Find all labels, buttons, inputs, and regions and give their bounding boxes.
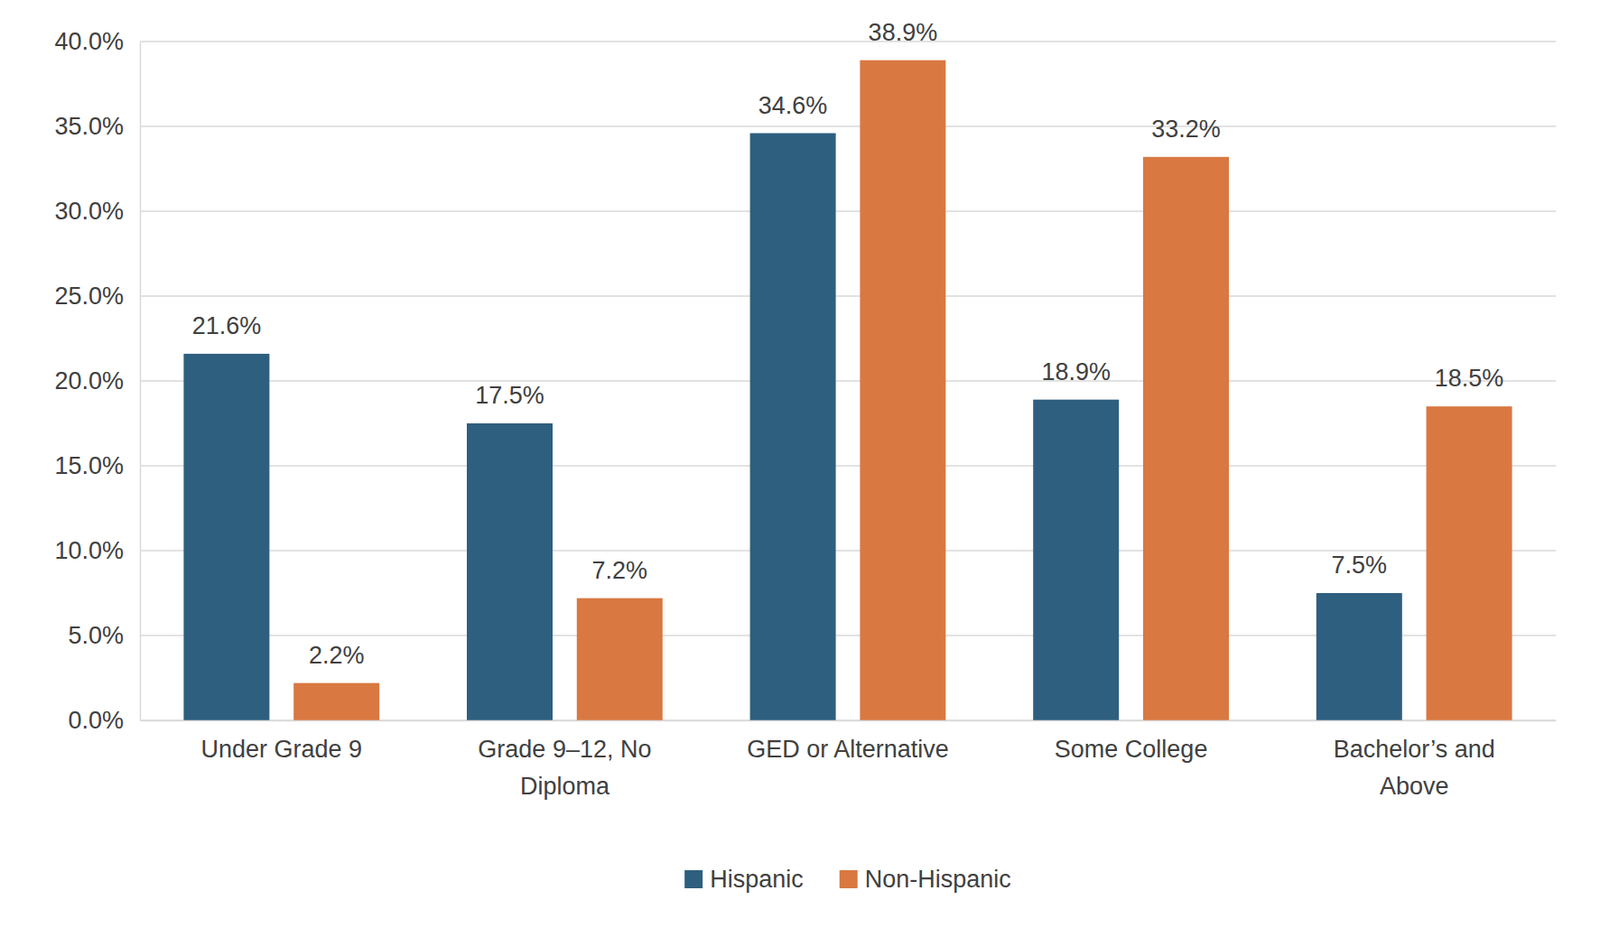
chart: 0.0% 5.0% 10.0% 15.0% 20.0% 25.0% 30.0% 35.0% 40…	[0, 0, 1600, 937]
x-axis-line	[140, 720, 1557, 723]
x-axis: Under Grade 9 Grade 9–12, No Diploma GED or…	[140, 720, 1557, 800]
x-tick-label: Bachelor’s and Above	[1333, 735, 1496, 800]
data-label: 2.2%	[308, 641, 365, 670]
bar	[1426, 406, 1513, 721]
grid-line	[139, 210, 1556, 213]
bar	[1316, 593, 1403, 721]
y-tick-label: 30.0%	[54, 197, 124, 225]
bar	[1032, 400, 1119, 721]
data-label: 33.2%	[1151, 115, 1221, 143]
y-tick-label: 5.0%	[67, 622, 124, 650]
bars	[183, 60, 1512, 721]
grid-line	[139, 295, 1556, 298]
grid-line	[139, 380, 1556, 382]
legend-label: Hispanic	[709, 865, 804, 894]
data-labels: 21.6% 17.5% 34.6% 18.9% 7.5% 2.2% 7.2% 38.9% 33.…	[192, 18, 1505, 670]
x-tick-label-line: Diploma	[520, 772, 611, 800]
y-tick: 30.0%	[54, 197, 140, 225]
x-tick: Some College	[1054, 720, 1209, 763]
x-tick-label: GED or Alternative	[746, 735, 949, 763]
x-tick: Grade 9–12, No Diploma	[477, 720, 652, 800]
x-tick-label: Grade 9–12, No Diploma	[477, 735, 652, 800]
grid-line	[139, 125, 1556, 128]
grid	[139, 41, 1556, 721]
legend-swatch	[684, 870, 703, 889]
legend-swatch	[839, 870, 858, 889]
x-tick-label: Under Grade 9	[200, 735, 363, 763]
y-tick-label: 35.0%	[54, 112, 124, 140]
data-label: 18.5%	[1434, 364, 1505, 392]
legend-item: Hispanic	[684, 865, 804, 894]
data-label: 7.5%	[1331, 551, 1388, 579]
legend-item: Non-Hispanic	[839, 865, 1012, 894]
x-tick-label-line: GED or Alternative	[746, 735, 949, 763]
y-tick: 35.0%	[54, 112, 140, 140]
y-tick: 25.0%	[54, 282, 140, 310]
bar	[750, 133, 837, 721]
x-tick: GED or Alternative	[746, 720, 949, 763]
data-label: 34.6%	[758, 92, 828, 120]
x-tick: Bachelor’s and Above	[1333, 720, 1496, 800]
y-tick: 5.0%	[67, 622, 140, 650]
data-label: 18.9%	[1041, 358, 1111, 386]
bar	[576, 598, 663, 721]
y-tick: 10.0%	[54, 537, 140, 565]
x-tick-label: Some College	[1054, 735, 1209, 763]
grid-line	[139, 465, 1556, 467]
y-tick: 0.0%	[67, 706, 140, 735]
data-label: 7.2%	[592, 557, 649, 585]
bar	[183, 353, 270, 721]
y-tick: 40.0%	[54, 27, 140, 56]
x-tick-label-line: Under Grade 9	[200, 735, 363, 763]
x-tick-label-line: Above	[1379, 772, 1450, 800]
y-tick: 20.0%	[54, 367, 140, 395]
legend: Hispanic Non-Hispanic	[684, 865, 1012, 894]
y-tick-label: 10.0%	[54, 537, 124, 565]
data-label: 38.9%	[868, 18, 939, 47]
legend-label: Non-Hispanic	[865, 865, 1012, 894]
x-tick: Under Grade 9	[200, 720, 363, 763]
y-tick-label: 0.0%	[67, 706, 124, 735]
data-label: 17.5%	[474, 381, 545, 410]
x-tick-label-line: Some College	[1054, 735, 1209, 763]
y-tick-label: 20.0%	[54, 367, 124, 395]
grid-line	[139, 40, 1556, 43]
plot: 0.0% 5.0% 10.0% 15.0% 20.0% 25.0% 30.0% 35.0% 40…	[54, 18, 1556, 800]
bar	[466, 423, 553, 721]
y-tick: 15.0%	[54, 452, 140, 480]
y-axis: 0.0% 5.0% 10.0% 15.0% 20.0% 25.0% 30.0% 35.0% 40…	[54, 27, 140, 735]
x-tick-label-line: Bachelor’s and	[1333, 735, 1496, 763]
bar	[293, 683, 380, 721]
y-axis-line	[139, 42, 142, 722]
data-label: 21.6%	[192, 312, 262, 340]
bar	[1143, 157, 1229, 721]
bar	[859, 60, 946, 721]
x-tick-label-line: Grade 9–12, No	[477, 735, 652, 763]
y-tick-label: 15.0%	[54, 452, 124, 480]
y-tick-label: 40.0%	[54, 27, 124, 56]
y-tick-label: 25.0%	[54, 282, 124, 310]
